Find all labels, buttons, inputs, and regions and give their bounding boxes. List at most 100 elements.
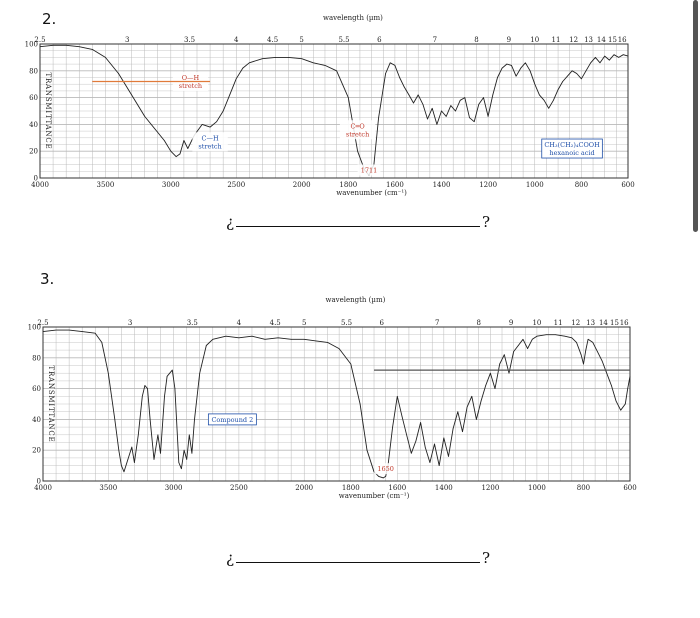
- spectrum-point: [91, 49, 93, 50]
- spectrum-point: [216, 121, 217, 123]
- chart-annotation: 1711: [357, 164, 381, 176]
- spectrum-line: [42, 329, 631, 479]
- x-tick-label: 800: [575, 181, 588, 189]
- x-tick-label: 800: [577, 484, 590, 492]
- spectrum-point: [420, 422, 421, 423]
- answer-blank-3[interactable]: [236, 561, 481, 563]
- spectrum-point: [592, 342, 594, 343]
- spectrum-point: [144, 385, 146, 386]
- x-tick-label: 3000: [162, 181, 180, 189]
- spectrum-point: [627, 55, 629, 57]
- top-tick-label: 13: [586, 319, 595, 327]
- spectrum-point: [471, 395, 473, 397]
- spectrum-point: [127, 459, 129, 460]
- top-tick-label: 4: [234, 36, 239, 44]
- spectrum-point: [459, 99, 461, 101]
- question-number-3: 3.: [40, 270, 55, 288]
- spectrum-point: [487, 116, 489, 117]
- spectrum-point: [585, 349, 587, 351]
- spectrum-point: [581, 78, 582, 80]
- spectrum-point: [529, 70, 531, 72]
- spectrum-point: [452, 428, 454, 429]
- spectrum-point: [153, 459, 155, 460]
- spectrum-point: [101, 342, 103, 343]
- spectrum-point: [506, 63, 508, 65]
- spectrum-point: [199, 372, 201, 374]
- annotation-bg: [357, 164, 381, 176]
- y-tick-label: 20: [32, 447, 41, 455]
- spectrum-point: [478, 103, 480, 105]
- spectrum-point: [385, 73, 386, 74]
- top-tick-label: 4.5: [270, 319, 281, 327]
- annotation-text: CH₃(CH₂)₄COOH: [544, 141, 600, 149]
- spectrum-point: [606, 372, 608, 374]
- spectrum-point: [511, 65, 512, 66]
- top-tick-label: 3: [125, 36, 129, 44]
- spectrum-point: [118, 73, 119, 74]
- spectrum-point: [445, 116, 447, 117]
- spectrum-point: [350, 363, 352, 365]
- x-tick-label: 1000: [528, 484, 546, 492]
- top-tick-label: 5: [302, 319, 306, 327]
- spectrum-point: [238, 337, 240, 339]
- scrollbar[interactable]: [693, 0, 698, 232]
- annotation-text: hexanoic acid: [549, 149, 594, 157]
- answer-line-2[interactable]: ¿?: [226, 213, 490, 231]
- spectrum-point: [399, 77, 400, 78]
- spectrum-point: [417, 94, 419, 96]
- spectrum-point: [622, 54, 624, 56]
- spectrum-point: [225, 335, 227, 337]
- spectrum-point: [615, 400, 617, 402]
- spectrum-point: [55, 329, 57, 331]
- spectrum-point: [336, 70, 337, 72]
- spectrum-point: [576, 73, 578, 74]
- spectrum-point: [618, 57, 620, 58]
- chart-annotation: Compound 2: [207, 413, 257, 426]
- spectrum-point: [403, 86, 405, 88]
- spectrum-point: [448, 456, 449, 457]
- x-tick-label: 600: [621, 181, 634, 189]
- spectrum-point: [499, 363, 501, 365]
- top-tick-label: 3.5: [184, 36, 195, 44]
- top-tick-label: 16: [618, 36, 627, 44]
- spectrum-point: [613, 54, 615, 56]
- top-tick-label: 4.5: [267, 36, 278, 44]
- x-tick-label: 1200: [481, 484, 499, 492]
- spectrum-point: [338, 348, 340, 349]
- spectrum-point: [179, 153, 181, 155]
- spectrum-point: [492, 94, 494, 96]
- top-tick-label: 3: [128, 319, 132, 327]
- spectrum-point: [52, 44, 54, 46]
- spectrum-point: [469, 117, 470, 119]
- spectrum-point: [277, 337, 279, 339]
- spectrum-point: [171, 369, 173, 371]
- annotation-text: C═O: [350, 122, 364, 130]
- spectrum-point: [501, 67, 503, 69]
- x-tick-label: 1600: [386, 181, 404, 189]
- answer-blank-2[interactable]: [236, 225, 481, 227]
- spectrum-point: [553, 99, 554, 101]
- ir-chart-2: 4000 3500 3000 2500 2000 1800 1600 1400 1200 1000…: [28, 296, 637, 500]
- spectrum-point: [107, 372, 109, 374]
- spectrum-point: [94, 332, 96, 334]
- spectrum-point: [327, 342, 328, 343]
- spectrum-point: [401, 415, 403, 417]
- spectrum-point: [222, 110, 224, 112]
- spectrum-point: [483, 97, 484, 98]
- spectrum-point: [431, 107, 433, 109]
- spectrum-point: [624, 403, 626, 405]
- top-tick-label: 5: [299, 36, 303, 44]
- chart-frame: [39, 43, 629, 179]
- top-axis-label: wavelength (µm): [323, 14, 383, 22]
- spectrum-point: [462, 431, 463, 433]
- spectrum-point: [312, 62, 314, 64]
- answer-line-3[interactable]: ¿?: [226, 549, 490, 567]
- spectrum-point: [536, 335, 538, 337]
- spectrum-point: [567, 75, 568, 77]
- spectrum-point: [513, 351, 514, 352]
- spectrum-point: [131, 446, 133, 448]
- spectrum-point: [571, 337, 573, 339]
- y-tick-label: 40: [29, 121, 38, 129]
- top-tick-label: 9: [509, 319, 513, 327]
